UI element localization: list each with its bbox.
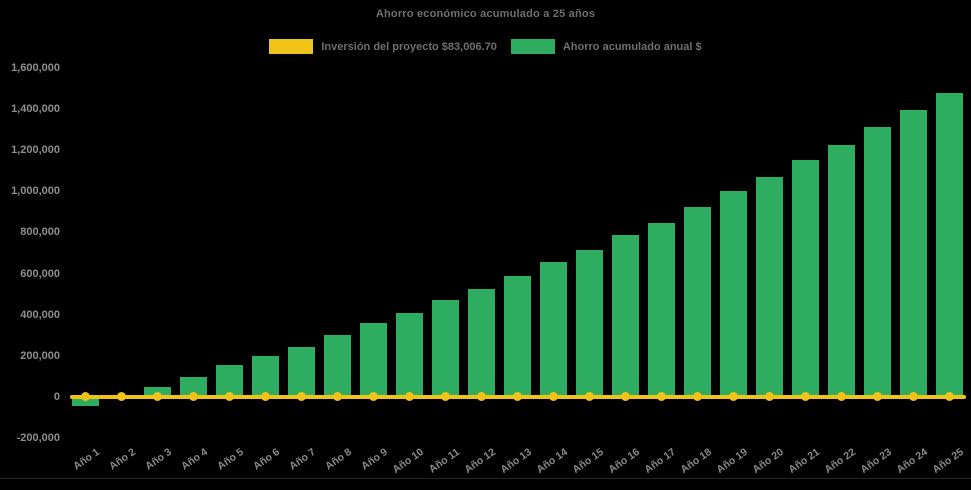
y-tick-label: -200,000	[0, 432, 60, 444]
y-tick-label: 600,000	[0, 268, 60, 280]
legend-item-savings[interactable]: Ahorro acumulado anual $	[511, 39, 702, 54]
investment-point	[585, 392, 594, 401]
investment-point	[909, 392, 918, 401]
bar-ano-22	[828, 145, 855, 397]
investment-point	[693, 392, 702, 401]
bar-ano-7	[288, 347, 315, 397]
y-tick-label: 400,000	[0, 309, 60, 321]
bar-ano-17	[648, 223, 675, 397]
bar-ano-24	[900, 110, 927, 397]
bar-ano-12	[468, 289, 495, 397]
bar-ano-25	[936, 93, 963, 397]
bar-ano-21	[792, 160, 819, 397]
bar-ano-20	[756, 177, 783, 397]
investment-point	[477, 392, 486, 401]
investment-point	[297, 392, 306, 401]
savings-legend-label: Ahorro acumulado anual $	[563, 41, 702, 53]
y-tick-label: 1,000,000	[0, 185, 60, 197]
bar-ano-6	[252, 356, 279, 397]
bar-ano-23	[864, 127, 891, 397]
investment-point	[189, 392, 198, 401]
investment-point	[225, 392, 234, 401]
investment-point	[513, 392, 522, 401]
chart-bottom-border	[0, 478, 971, 479]
investment-swatch	[269, 39, 313, 54]
y-axis: -200,000 0 200,000 400,000 600,000 800,000 1,0…	[0, 0, 62, 485]
investment-point	[117, 392, 126, 401]
legend: Inversión del proyecto $83,006.70 Ahorro…	[0, 39, 971, 54]
bar-ano-16	[612, 235, 639, 397]
investment-legend-label: Inversión del proyecto $83,006.70	[321, 41, 496, 53]
investment-point	[405, 392, 414, 401]
bar-ano-15	[576, 250, 603, 397]
investment-point	[657, 392, 666, 401]
investment-point	[81, 392, 90, 401]
legend-item-investment[interactable]: Inversión del proyecto $83,006.70	[269, 39, 496, 54]
bar-ano-10	[396, 313, 423, 397]
investment-point	[333, 392, 342, 401]
investment-point	[261, 392, 270, 401]
y-tick-label: 800,000	[0, 226, 60, 238]
bar-ano-14	[540, 262, 567, 396]
investment-point	[801, 392, 810, 401]
bar-ano-8	[324, 335, 351, 397]
investment-point	[945, 392, 954, 401]
investment-point	[549, 392, 558, 401]
bar-ano-11	[432, 300, 459, 397]
bar-ano-9	[360, 323, 387, 397]
y-tick-label: 1,200,000	[0, 144, 60, 156]
investment-point	[621, 392, 630, 401]
investment-point	[729, 392, 738, 401]
investment-point	[153, 392, 162, 401]
investment-point	[441, 392, 450, 401]
investment-point	[837, 392, 846, 401]
investment-point	[873, 392, 882, 401]
investment-point	[765, 392, 774, 401]
bar-ano-19	[720, 191, 747, 397]
y-tick-label: 1,600,000	[0, 62, 60, 74]
chart-title: Ahorro económico acumulado a 25 años	[0, 8, 971, 20]
savings-swatch	[511, 39, 555, 54]
bar-ano-18	[684, 207, 711, 397]
investment-point	[369, 392, 378, 401]
y-tick-label: 1,400,000	[0, 103, 60, 115]
bar-ano-13	[504, 276, 531, 397]
y-tick-label: 0	[0, 391, 60, 403]
y-tick-label: 200,000	[0, 350, 60, 362]
